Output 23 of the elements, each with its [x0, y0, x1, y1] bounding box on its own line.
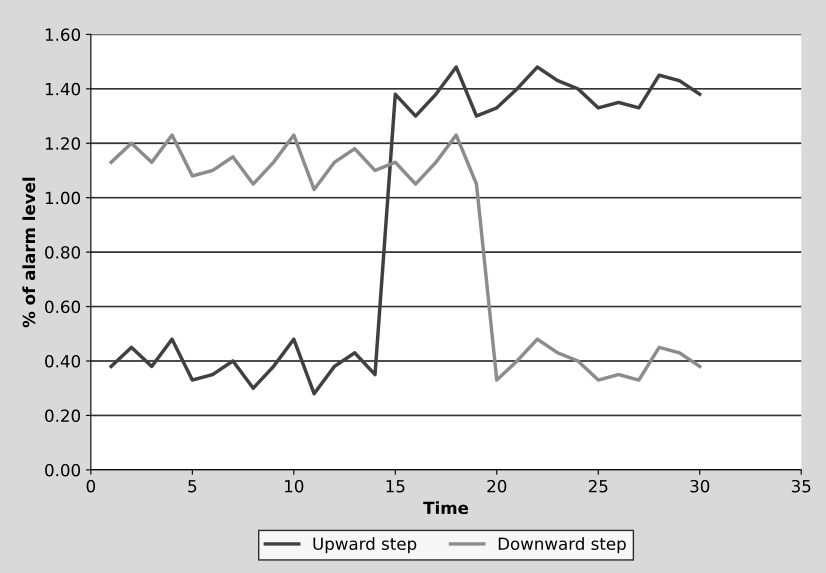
- y-tick-label: 1.60: [46, 28, 80, 41]
- x-tick-label: 20: [487, 480, 506, 492]
- line-series: [109, 65, 702, 396]
- y-tick-label: 0.20: [45, 409, 80, 422]
- x-tick-label: 35: [792, 480, 810, 492]
- y-tick-label: 0.60: [45, 300, 80, 314]
- x-axis-title: Time: [423, 501, 468, 514]
- x-tick-label: 10: [285, 480, 304, 492]
- legend-label: Upward step: [313, 537, 416, 554]
- x-tick-label: 5: [188, 480, 196, 492]
- y-axis-title: % of alarm level: [22, 178, 36, 328]
- y-tick-label: 1.20: [46, 137, 80, 150]
- legend-label: Downward step: [498, 537, 626, 554]
- x-tick-label: 15: [386, 480, 404, 492]
- x-tick-label: 25: [588, 480, 608, 492]
- y-tick-label: 0.80: [45, 246, 80, 259]
- y-tick-label: 1.00: [46, 192, 80, 204]
- x-tick-label: 0: [86, 480, 96, 492]
- y-tick-label: 0.40: [45, 354, 80, 368]
- y-tick-label: 1.40: [46, 82, 80, 96]
- y-tick-label: 0.00: [45, 464, 80, 476]
- line-series: [109, 133, 702, 382]
- x-tick-label: 30: [690, 480, 710, 492]
